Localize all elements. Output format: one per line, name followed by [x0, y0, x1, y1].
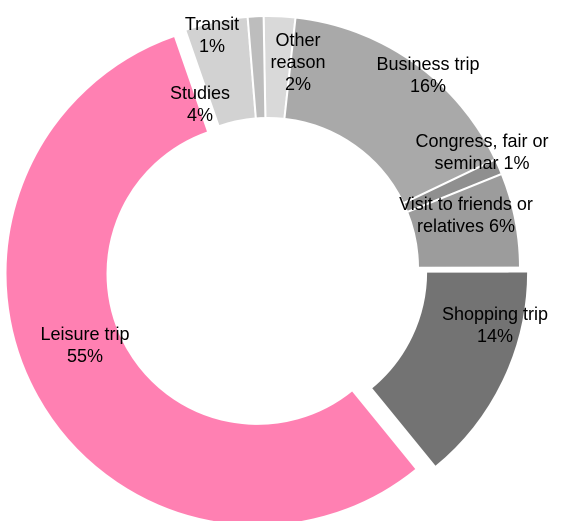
- value-label: 6%: [489, 216, 516, 236]
- slice-label: Congress, fair or seminar 1%: [400, 130, 565, 174]
- donut-slice: [4, 34, 419, 521]
- donut-slice: [246, 15, 267, 120]
- donut-slice: [369, 270, 530, 469]
- value-label: 16%: [409, 76, 447, 96]
- category-name: Studies: [169, 83, 231, 103]
- category-name: Transit: [184, 14, 240, 34]
- slice-label: Visit to friends or relatives 6%: [376, 193, 556, 237]
- category-name: Shopping trip: [441, 304, 549, 324]
- value-label: 2%: [284, 74, 311, 94]
- donut-slice: [283, 16, 497, 205]
- slice-label: Shopping trip 14%: [430, 303, 560, 347]
- category-name: Business trip: [376, 54, 480, 74]
- value-label: 4%: [186, 105, 213, 125]
- slice-label: Studies 4%: [160, 82, 240, 126]
- slice-label: Leisure trip 55%: [30, 323, 140, 367]
- category-name: Leisure trip: [40, 324, 130, 344]
- slice-label: Transit 1%: [177, 13, 247, 57]
- slice-label: Other reason 2%: [267, 29, 329, 95]
- category-name: Congress, fair or seminar: [415, 131, 549, 173]
- value-label: 14%: [476, 326, 514, 346]
- value-label: 1%: [503, 153, 530, 173]
- value-label: 55%: [66, 346, 104, 366]
- value-label: 1%: [198, 36, 225, 56]
- slice-label: Business trip 16%: [363, 53, 493, 97]
- category-name: Other reason: [270, 30, 326, 72]
- donut-slice: [405, 172, 522, 269]
- category-name: Visit to friends or relatives: [399, 194, 533, 236]
